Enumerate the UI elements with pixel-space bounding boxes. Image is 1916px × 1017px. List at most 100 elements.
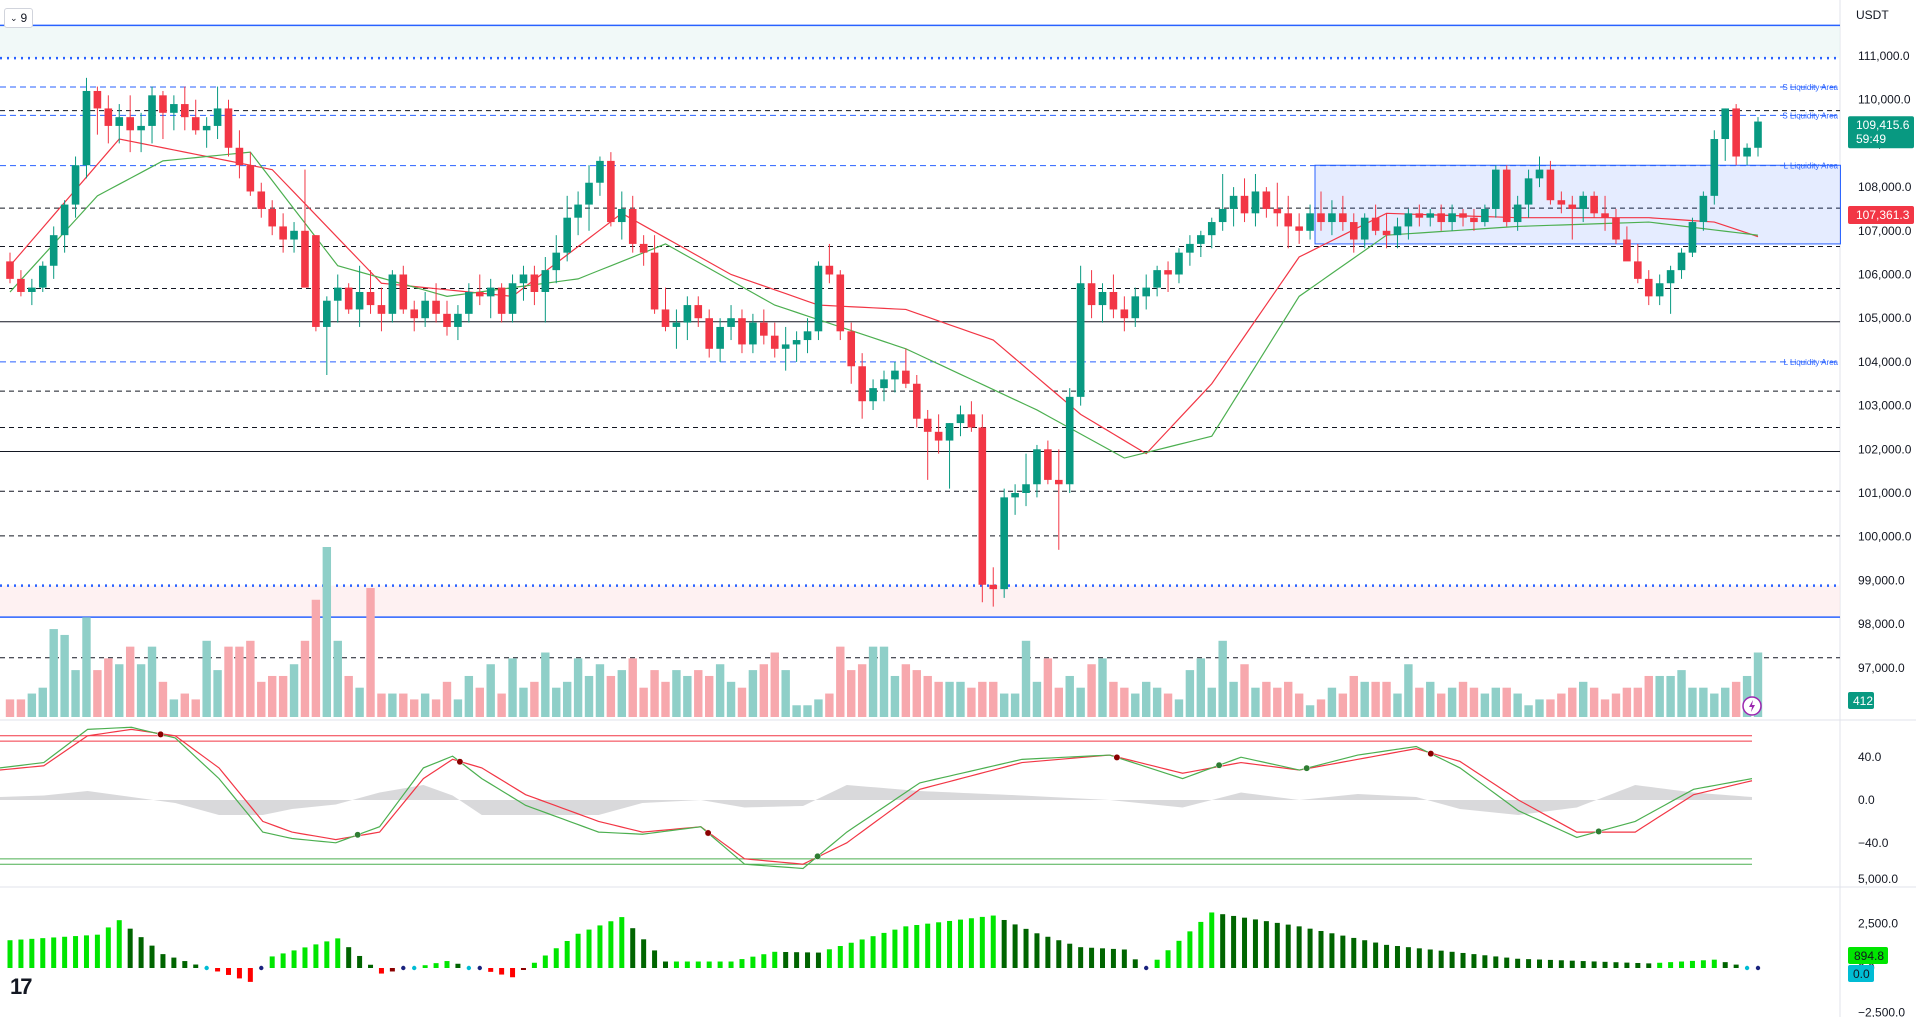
macd-bar	[1591, 961, 1597, 968]
macd-bar	[455, 963, 461, 968]
macd-bar	[62, 936, 68, 968]
candle-body	[1186, 243, 1194, 253]
candle-body	[1087, 283, 1096, 306]
macd-bar	[422, 965, 428, 968]
macd-bar	[794, 952, 800, 968]
volume-bar	[104, 658, 113, 717]
candle	[1164, 261, 1172, 292]
macd-bar	[1001, 919, 1007, 968]
price-tick-label: 103,000.0	[1858, 399, 1912, 413]
candle	[530, 265, 539, 306]
macd-bar	[1668, 962, 1674, 968]
candle-body	[574, 204, 582, 218]
macd-bar	[1089, 947, 1095, 968]
volume-bar	[442, 681, 452, 717]
volume-bar	[1393, 693, 1402, 717]
candle	[1743, 143, 1751, 166]
volume-bar	[934, 681, 943, 717]
candle	[519, 265, 528, 301]
macd-bar	[1416, 948, 1422, 968]
candle-body	[137, 125, 145, 131]
candle	[596, 156, 604, 196]
volume-bar	[180, 693, 189, 717]
candle	[1415, 204, 1424, 227]
macd-bar	[957, 919, 963, 968]
candle	[246, 152, 255, 196]
volume-bar	[694, 670, 703, 717]
volume-bar	[1360, 681, 1369, 717]
candle	[6, 252, 14, 284]
macd-bar	[1209, 912, 1215, 968]
volume-bar	[1382, 681, 1391, 717]
macd-bar	[750, 956, 756, 968]
macd-bar	[378, 968, 384, 974]
macd-bar	[619, 917, 625, 968]
price-tick-label: 99,000.0	[1858, 573, 1905, 587]
macd-bar	[1471, 954, 1477, 968]
macd-dot	[412, 965, 417, 971]
macd-bar	[346, 947, 352, 968]
macd-bar	[302, 947, 308, 968]
candle-body	[323, 300, 331, 327]
candle	[618, 191, 626, 240]
candle	[628, 195, 637, 253]
currency-label[interactable]: USDT	[1856, 8, 1889, 22]
volume-bar	[868, 646, 878, 717]
macd-bar	[215, 968, 221, 972]
volume-bar	[857, 664, 867, 717]
candles	[6, 77, 1762, 607]
candle-body	[454, 313, 462, 327]
volume-bar	[989, 681, 998, 717]
candle-body	[694, 305, 703, 319]
candle	[475, 274, 484, 306]
candle-body	[213, 108, 222, 126]
oscillator-tick-label: 0.0	[1858, 793, 1875, 807]
macd-bar	[892, 929, 898, 968]
macd-bar	[1733, 964, 1739, 968]
candle	[344, 283, 353, 314]
candle	[1044, 440, 1052, 485]
interval-label: 9	[20, 11, 28, 25]
candle	[858, 353, 866, 419]
macd-bar	[837, 946, 843, 968]
volume-bar	[475, 687, 484, 717]
candle-body	[902, 370, 910, 384]
macd-bar	[673, 961, 679, 968]
candle-body	[705, 318, 713, 349]
candle-body	[1295, 226, 1303, 231]
volume-bar	[1207, 687, 1216, 717]
macd-bar	[1274, 922, 1280, 968]
volume-bar	[1131, 693, 1140, 717]
candle-body	[432, 300, 440, 314]
candle-body	[497, 287, 506, 314]
candle-body	[257, 191, 266, 209]
macd-bar	[1045, 936, 1051, 968]
ema-price-tag	[1848, 206, 1914, 225]
cross-dot	[1427, 750, 1435, 758]
candle	[1284, 195, 1293, 249]
candle-body	[934, 431, 943, 441]
candle-body	[618, 208, 626, 223]
candle-body	[1000, 497, 1008, 590]
candle	[923, 409, 932, 480]
candle-body	[1098, 291, 1107, 306]
volume-bar	[825, 693, 834, 717]
volume-bar	[5, 699, 15, 717]
interval-selector[interactable]: ⌄ 9	[4, 8, 34, 28]
candle	[847, 322, 856, 384]
candle-body	[1273, 208, 1282, 214]
candle	[1065, 388, 1074, 493]
macd-bar	[815, 952, 821, 968]
candle	[126, 95, 134, 153]
volume-bar	[562, 681, 572, 717]
volume-bar	[420, 693, 430, 717]
price-tick-label: 97,000.0	[1858, 661, 1905, 675]
candle-body	[71, 165, 80, 205]
candle	[170, 95, 178, 131]
candle	[1677, 248, 1686, 279]
candle-body	[268, 208, 276, 227]
volume-bars	[5, 547, 1763, 717]
volume-bar	[1273, 687, 1282, 717]
candle-body	[60, 204, 69, 236]
